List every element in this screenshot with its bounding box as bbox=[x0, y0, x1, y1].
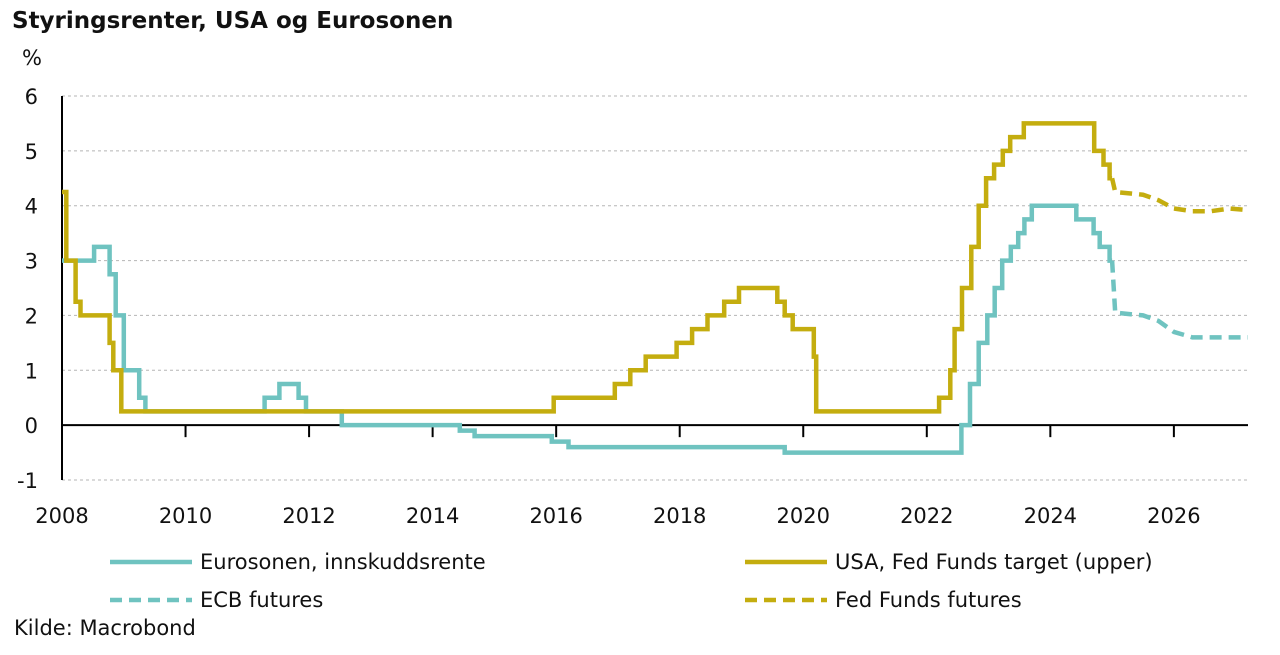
y-tick-label: 0 bbox=[25, 414, 38, 438]
x-tick-label: 2008 bbox=[35, 504, 88, 528]
legend-label: ECB futures bbox=[200, 588, 323, 612]
x-tick-label: 2024 bbox=[1024, 504, 1077, 528]
chart-title: Styringsrenter, USA og Eurosonen bbox=[12, 8, 454, 34]
legend-label: Fed Funds futures bbox=[835, 588, 1022, 612]
x-tick-label: 2010 bbox=[159, 504, 212, 528]
x-tick-label: 2020 bbox=[777, 504, 830, 528]
series-line-0 bbox=[62, 203, 1113, 455]
source-note: Kilde: Macrobond bbox=[14, 616, 196, 640]
series-line-2 bbox=[1109, 260, 1248, 340]
legend-label: USA, Fed Funds target (upper) bbox=[835, 550, 1153, 574]
legend-label: Eurosonen, innskuddsrente bbox=[200, 550, 486, 574]
y-tick-label: 1 bbox=[25, 359, 38, 383]
series-line-1 bbox=[62, 121, 1113, 414]
y-tick-label: 6 bbox=[25, 85, 38, 109]
y-tick-label: 2 bbox=[25, 304, 38, 328]
x-tick-label: 2016 bbox=[529, 504, 582, 528]
x-tick-label: 2026 bbox=[1147, 504, 1200, 528]
y-tick-label: 4 bbox=[25, 195, 38, 219]
x-tick-label: 2014 bbox=[406, 504, 459, 528]
y-tick-label: 5 bbox=[25, 140, 38, 164]
y-tick-label: -1 bbox=[17, 469, 38, 493]
x-tick-label: 2022 bbox=[900, 504, 953, 528]
series-line-3 bbox=[1109, 177, 1249, 214]
x-tick-label: 2012 bbox=[282, 504, 335, 528]
x-tick-label: 2018 bbox=[653, 504, 706, 528]
y-axis-unit: % bbox=[22, 46, 42, 70]
y-tick-label: 3 bbox=[25, 250, 38, 274]
